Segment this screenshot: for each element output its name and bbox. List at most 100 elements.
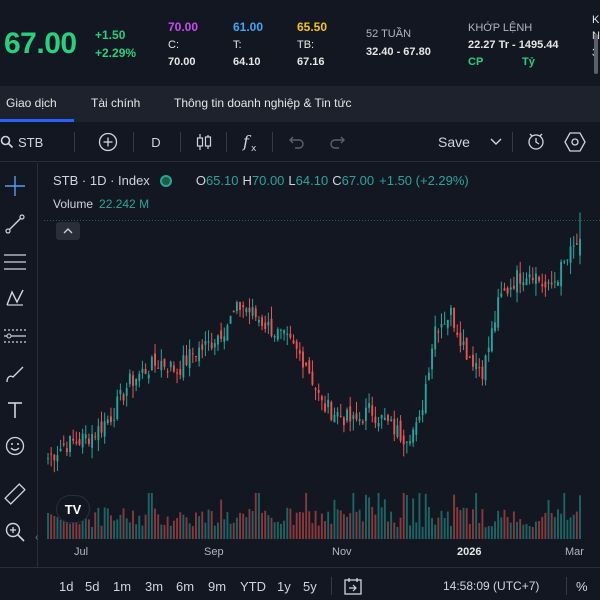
candle-body [210, 342, 213, 349]
range-9m[interactable]: 9m [208, 579, 227, 594]
interval-button[interactable]: D [151, 134, 161, 150]
range-1m[interactable]: 1m [113, 579, 132, 594]
candle-body [135, 378, 138, 386]
emoji-tool[interactable] [2, 433, 28, 459]
range-3m[interactable]: 3m [145, 579, 164, 594]
symbol-label: STB [18, 134, 44, 150]
candle-body [320, 396, 323, 401]
svg-text:x: x [251, 144, 257, 153]
crosshair-tool[interactable] [2, 173, 28, 199]
header-scrollbar[interactable] [594, 34, 598, 74]
goto-date-button[interactable] [343, 576, 363, 599]
save-menu-button[interactable] [488, 130, 504, 154]
chart-canvas[interactable] [44, 163, 600, 563]
collapse-legend-button[interactable] [56, 222, 80, 240]
volume-bar [144, 514, 147, 539]
volume-bar [295, 512, 298, 539]
text-tool[interactable] [2, 397, 28, 423]
volume-bar [364, 494, 367, 539]
candle-body [116, 396, 119, 420]
price-chart[interactable] [44, 163, 600, 563]
candle-body [308, 360, 311, 374]
volume-bar [383, 499, 386, 539]
tab-trading[interactable]: Giao dịch [6, 96, 57, 110]
volume-bar [91, 526, 94, 539]
symbol-search-button[interactable]: STB [0, 130, 60, 154]
tradingview-logo[interactable]: TV [56, 495, 90, 523]
trendline-tool[interactable] [2, 211, 28, 237]
candle-body [154, 353, 156, 366]
candle-body [327, 399, 330, 408]
settings-button[interactable] [563, 130, 587, 154]
x-tick-nov: Nov [332, 546, 352, 558]
legend-l-label: L [288, 173, 296, 188]
candle-body [399, 420, 402, 441]
save-button[interactable]: Save [438, 134, 470, 150]
candle-body [122, 394, 125, 401]
range-1y[interactable]: 1y [277, 579, 291, 594]
search-icon [0, 135, 14, 149]
tab-company-news[interactable]: Thông tin doanh nghiệp & Tin tức [174, 96, 352, 110]
candle-body [336, 412, 339, 417]
volume-bar [185, 517, 188, 539]
volume-bar [380, 507, 383, 539]
candle-body [141, 368, 144, 373]
volume-bar [339, 510, 342, 539]
volume-bar [399, 517, 402, 539]
volume-bar [261, 512, 264, 539]
volume-bar [154, 508, 156, 539]
percent-scale-button[interactable]: % [576, 579, 588, 594]
candle-body [560, 261, 563, 287]
candle-body [185, 355, 188, 365]
compare-button[interactable] [96, 130, 120, 154]
legend-o-label: O [195, 173, 206, 188]
candle-body [349, 406, 352, 422]
volume-bar [412, 498, 415, 539]
candle-body [128, 373, 131, 385]
volume-bar [459, 510, 462, 539]
ruler-tool[interactable] [2, 481, 28, 507]
tab-finance[interactable]: Tài chính [91, 96, 141, 110]
alert-button[interactable] [524, 130, 548, 154]
candle-body [166, 371, 169, 373]
candle-body [563, 261, 566, 263]
volume-bar [87, 519, 90, 539]
left-scroll-arrow[interactable]: ‹ [35, 532, 39, 543]
volume-bar [487, 526, 490, 539]
volume-bar [503, 509, 506, 539]
projection-tool[interactable] [2, 323, 28, 349]
candle-body [434, 326, 437, 350]
undo-button[interactable] [286, 130, 308, 154]
volume-bar [217, 522, 219, 539]
candle-body [160, 360, 163, 371]
legend-change: +1.50 (+2.29%) [379, 173, 469, 188]
range-5d[interactable]: 5d [85, 579, 100, 594]
volume-bar [550, 512, 553, 539]
candle-body [176, 372, 179, 374]
legend-low: 64.10 [295, 173, 329, 188]
timezone-clock[interactable]: 14:58:09 (UTC+7) [443, 579, 540, 593]
candle-body [500, 293, 503, 297]
volume-bar [541, 516, 544, 539]
time-axis[interactable]: Jul Sep Nov 2026 Mar [44, 540, 600, 564]
candle-body [330, 402, 333, 420]
candle-body [195, 355, 197, 357]
range-ytd[interactable]: YTD [240, 579, 266, 594]
candle-body [157, 367, 160, 369]
range-6m[interactable]: 6m [176, 579, 195, 594]
chart-type-button[interactable] [193, 130, 215, 154]
matched-unit-ty: Tỷ [522, 56, 535, 68]
range-1d[interactable]: 1d [59, 579, 74, 594]
candle-body [257, 319, 260, 323]
pattern-tool[interactable] [2, 285, 28, 311]
zoom-tool[interactable] [2, 519, 28, 545]
volume-bar [387, 521, 389, 539]
redo-button[interactable] [326, 130, 348, 154]
candle-body [534, 273, 537, 284]
candle-body [352, 415, 355, 420]
candle-body [286, 333, 289, 335]
range-5y[interactable]: 5y [303, 579, 317, 594]
fib-tool[interactable] [2, 249, 28, 275]
brush-tool[interactable] [2, 361, 28, 387]
